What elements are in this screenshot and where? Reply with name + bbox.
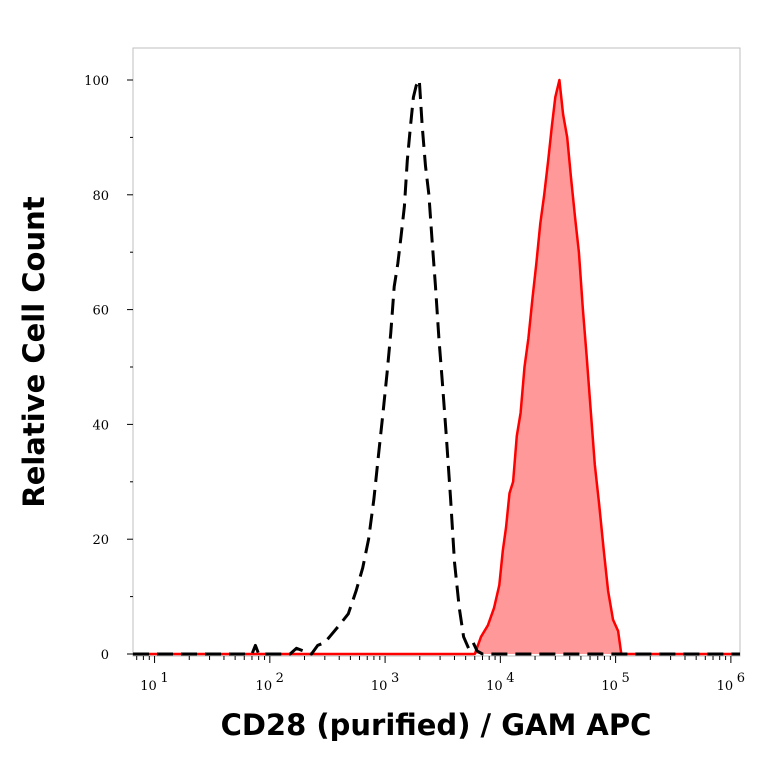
x-tick-exponent: 1 <box>160 671 168 686</box>
x-tick-exponent: 6 <box>737 671 745 686</box>
x-tick-label: 10 <box>371 679 388 694</box>
x-axis-title: CD28 (purified) / GAM APC <box>221 708 652 742</box>
x-tick-exponent: 4 <box>506 671 514 686</box>
x-tick-exponent: 3 <box>391 671 399 686</box>
y-tick-label: 100 <box>84 74 109 89</box>
y-axis-title: Relative Cell Count <box>17 196 51 507</box>
x-tick-label: 10 <box>601 679 618 694</box>
red-series-fill <box>133 80 740 654</box>
y-tick-label: 40 <box>92 418 109 433</box>
y-tick-label: 0 <box>101 648 109 663</box>
series-layer <box>133 78 740 656</box>
x-tick-exponent: 5 <box>621 671 629 686</box>
dashed-control-series-line <box>133 78 740 656</box>
red-series-line <box>133 78 740 656</box>
x-tick-exponent: 2 <box>276 671 284 686</box>
x-tick-label: 10 <box>256 679 273 694</box>
x-tick-label: 10 <box>486 679 503 694</box>
x-tick-label: 10 <box>717 679 734 694</box>
x-tick-label: 10 <box>140 679 157 694</box>
y-tick-label: 20 <box>92 533 109 548</box>
y-tick-label: 80 <box>92 189 109 204</box>
y-tick-label: 60 <box>92 304 109 319</box>
plot-frame <box>132 47 741 657</box>
